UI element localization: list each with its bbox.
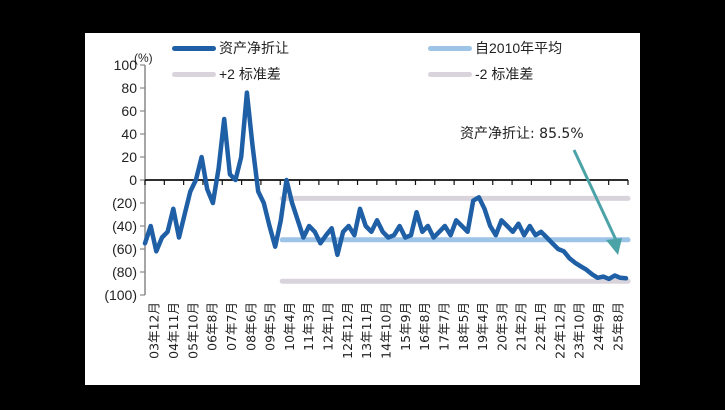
legend-item-discount: 资产净折让 (172, 38, 289, 58)
legend-swatch-discount (172, 45, 216, 51)
x-tick-label: 07年7月 (224, 302, 239, 351)
legend-label: 资产净折让 (219, 40, 289, 56)
annotation-arrow (572, 149, 618, 241)
x-tick-label: 25年8月 (610, 302, 625, 351)
legend-label: +2 标准差 (219, 66, 281, 82)
y-tick-label: 40 (121, 126, 137, 142)
annotation-text: 资产净折让: 85.5% (460, 126, 584, 142)
y-tick-label: (40) (112, 218, 137, 234)
annotation-arrowhead (606, 238, 622, 255)
x-tick-label: 05年10月 (185, 302, 200, 359)
y-tick-label: (60) (112, 241, 137, 257)
legend-item-plus2sd: +2 标准差 (172, 64, 281, 84)
series-discount (142, 90, 629, 282)
x-tick-label: 18年5月 (456, 302, 471, 351)
x-tick-label: 12年12月 (340, 302, 355, 359)
legend-item-minus2sd: -2 标准差 (428, 64, 533, 84)
x-tick-label: 24年9月 (591, 302, 606, 351)
y-unit-label: (%) (134, 51, 153, 65)
x-tick-label: 03年12月 (147, 302, 162, 359)
x-tick-label: 14年10月 (379, 302, 394, 359)
annotation: 资产净折让: 85.5% (460, 126, 622, 255)
x-tick-label: 12年1月 (321, 302, 336, 351)
legend-swatch-minus2sd (428, 71, 472, 77)
y-tick-label: 60 (121, 103, 137, 119)
x-tick-label: 04年11月 (166, 302, 181, 359)
x-axis: 03年12月 04年11月 05年10月 06年8月 07年7月 08年6月 09年5月 10… (144, 179, 629, 359)
x-tick-label: 06年8月 (205, 302, 220, 351)
y-tick-label: 0 (129, 172, 137, 188)
x-tick-label: 22年1月 (533, 302, 548, 351)
x-tick-label: 15年9月 (398, 302, 413, 351)
x-tick-label: 23年10月 (572, 302, 587, 359)
x-tick-label: 20年3月 (494, 302, 509, 351)
y-tick-label: 20 (121, 149, 137, 165)
y-tick-label: (20) (112, 195, 137, 211)
y-axis: 100 80 60 40 20 0 (20) (40) (60) (80) (100) (104, 57, 146, 303)
legend-item-mean: 自2010年平均 (428, 38, 562, 58)
x-tick-label: 19年4月 (475, 302, 490, 351)
x-tick-label: 13年11月 (359, 302, 374, 359)
y-tick-label: (80) (112, 264, 137, 280)
x-tick-label: 10年4月 (282, 302, 297, 351)
y-tick-label: 80 (121, 80, 137, 96)
series-line (142, 90, 629, 282)
x-tick-label: 16年8月 (417, 302, 432, 351)
legend-swatch-plus2sd (172, 71, 216, 77)
chart-panel (85, 33, 640, 385)
x-tick-label: 08年6月 (243, 302, 258, 351)
x-tick-label: 09年5月 (263, 302, 278, 351)
legend-swatch-mean (428, 45, 472, 51)
x-tick-label: 17年7月 (436, 302, 451, 351)
x-tick-label: 11年3月 (301, 302, 316, 351)
x-tick-label: 22年12月 (552, 302, 567, 359)
legend-label: -2 标准差 (475, 66, 534, 82)
y-tick-label: (100) (104, 287, 137, 303)
x-tick-label: 21年2月 (514, 302, 529, 351)
y-tick-label: 100 (114, 57, 138, 73)
legend-label: 自2010年平均 (475, 40, 563, 56)
